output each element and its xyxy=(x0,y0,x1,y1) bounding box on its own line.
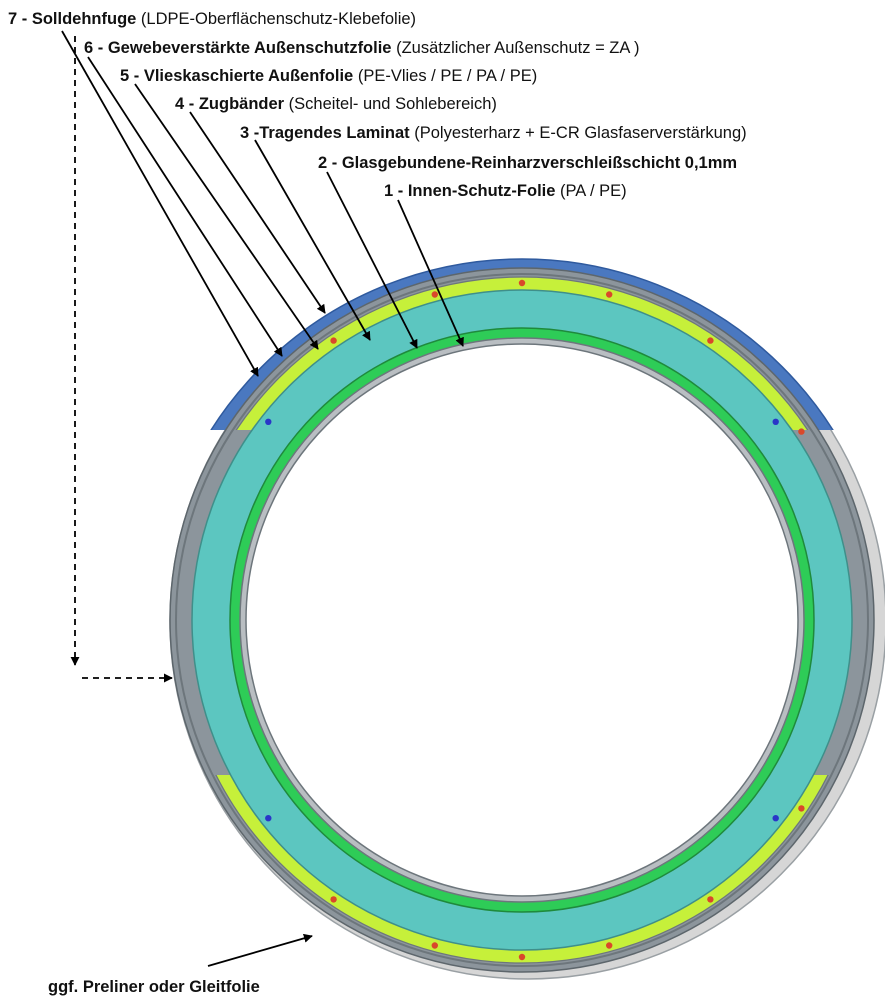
tension-band-dot xyxy=(707,896,714,903)
tension-band-dot xyxy=(330,337,337,344)
label-3-structural-laminate: 3 -Tragendes Laminat (Polyesterharz + E-… xyxy=(240,124,747,142)
arrow-6 xyxy=(87,56,283,357)
arrow-2 xyxy=(326,171,418,349)
tension-band-dot xyxy=(606,291,613,298)
label-5-fleece-outer-foil: 5 - Vlieskaschierte Außenfolie (PE-Vlies… xyxy=(120,67,537,85)
band-dots xyxy=(265,279,805,961)
label-2-resin-wear-layer: 2 - Glasgebundene-Reinharzverschleißschi… xyxy=(318,154,737,172)
tension-band-dot xyxy=(330,896,337,903)
band-end-dot xyxy=(265,418,272,425)
tension-band-dot xyxy=(606,942,613,949)
label-7-expansion-joint: 7 - Solldehnfuge (LDPE-Oberflächenschutz… xyxy=(8,10,416,28)
tension-band-dot xyxy=(798,805,805,812)
band-end-dot xyxy=(772,815,779,822)
arrow-7 xyxy=(61,30,259,377)
arrow-3 xyxy=(254,139,371,341)
layer-labels: 7 - Solldehnfuge (LDPE-Oberflächenschutz… xyxy=(8,10,747,996)
arrow-preliner xyxy=(207,933,313,967)
band-end-dot xyxy=(265,815,272,822)
arrow-1 xyxy=(397,199,464,347)
band-end-dot xyxy=(772,418,779,425)
label-4-tension-bands: 4 - Zugbänder (Scheitel- und Sohlebereic… xyxy=(175,95,497,113)
tension-band-dot xyxy=(518,279,526,287)
tension-band-dot xyxy=(431,942,438,949)
label-6-outer-protection-foil: 6 - Gewebeverstärkte Außenschutzfolie (Z… xyxy=(84,39,640,57)
tension-band-dot xyxy=(518,953,526,961)
tension-band-dot xyxy=(707,337,714,344)
label-1-inner-protective-foil: 1 - Innen-Schutz-Folie (PA / PE) xyxy=(384,182,627,200)
label-preliner: ggf. Preliner oder Gleitfolie xyxy=(48,978,260,996)
fleece-laminated-outer-foil xyxy=(175,273,869,967)
tension-band-dot xyxy=(798,428,805,435)
leader-arrows xyxy=(61,30,464,967)
arrow-4 xyxy=(189,111,326,314)
pipe-interior xyxy=(245,343,799,897)
arrow-5 xyxy=(134,83,319,350)
tension-band-dot xyxy=(431,291,438,298)
